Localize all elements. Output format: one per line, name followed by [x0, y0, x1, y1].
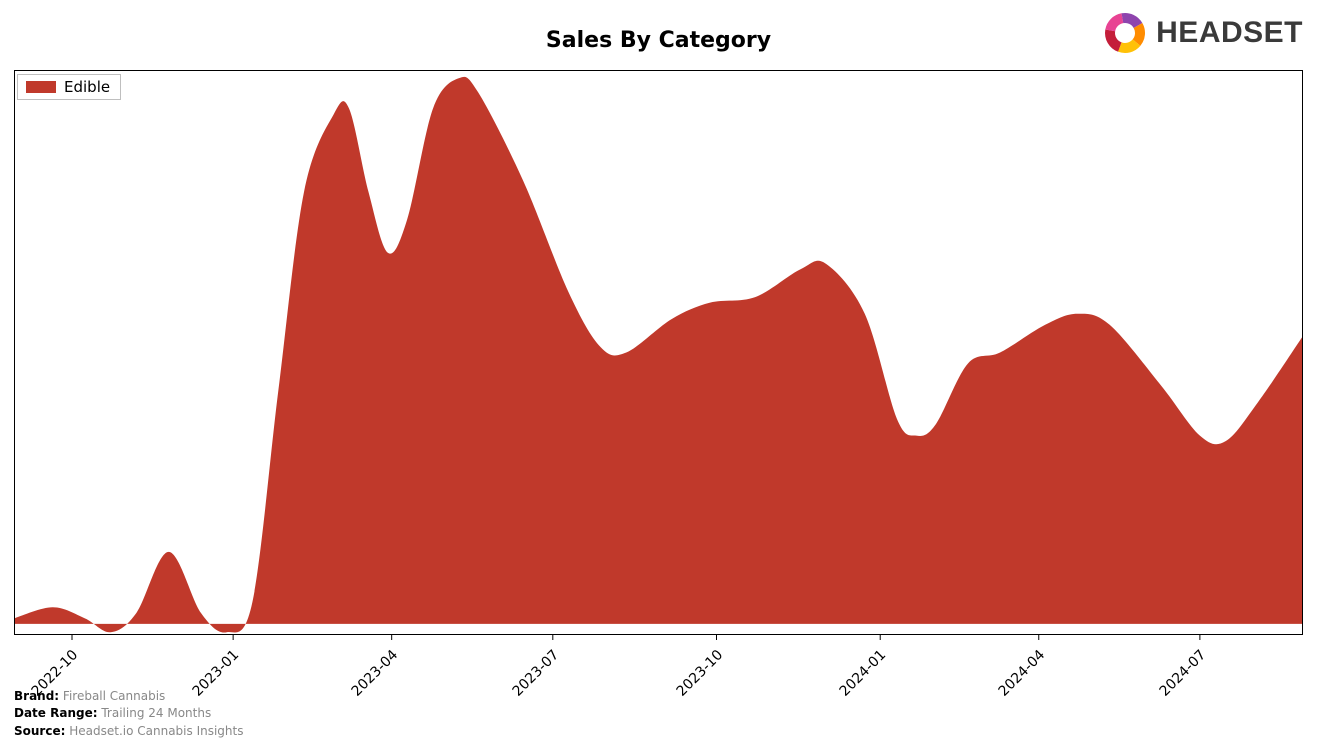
legend-label: Edible [64, 78, 110, 96]
legend-swatch [26, 81, 56, 93]
legend: Edible [17, 74, 121, 100]
chart-container: Sales By Category HEADSET Edible 2022-10… [0, 0, 1317, 746]
meta-block: Brand: Fireball Cannabis Date Range: Tra… [14, 688, 243, 740]
meta-brand: Brand: Fireball Cannabis [14, 688, 243, 705]
meta-range: Date Range: Trailing 24 Months [14, 705, 243, 722]
meta-source: Source: Headset.io Cannabis Insights [14, 723, 243, 740]
plot-border [14, 70, 1303, 635]
